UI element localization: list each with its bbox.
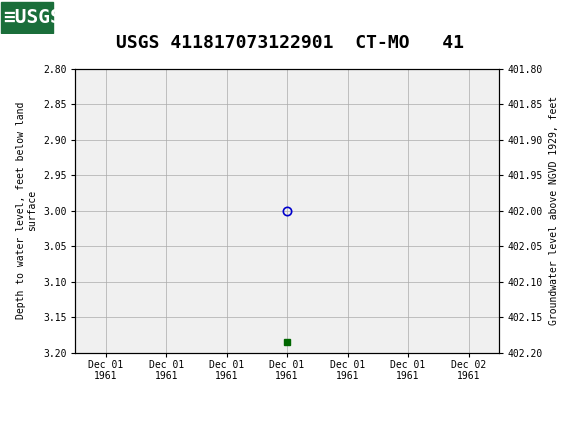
Text: ≡USGS: ≡USGS xyxy=(3,8,61,27)
Text: USGS 411817073122901  CT-MO   41: USGS 411817073122901 CT-MO 41 xyxy=(116,34,464,52)
Y-axis label: Groundwater level above NGVD 1929, feet: Groundwater level above NGVD 1929, feet xyxy=(549,96,559,325)
Bar xyxy=(1,2,53,33)
Y-axis label: Depth to water level, feet below land
surface: Depth to water level, feet below land su… xyxy=(16,102,37,319)
